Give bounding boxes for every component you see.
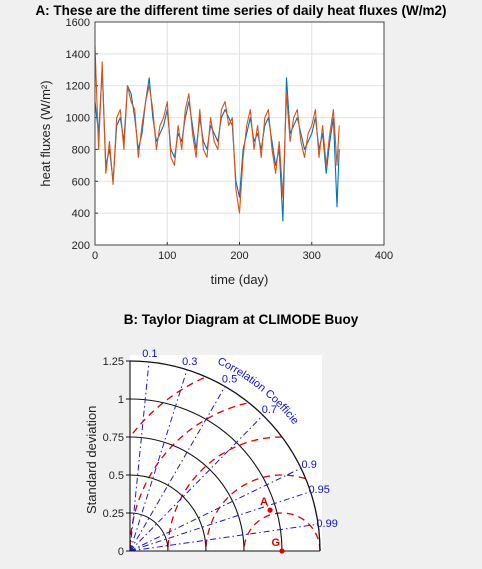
correlation-tick-label: 0.3 xyxy=(182,356,197,368)
x-tick-label: 0 xyxy=(92,250,98,262)
y-tick-label: 1400 xyxy=(66,49,90,61)
correlation-ray xyxy=(129,361,150,552)
std-tick-label: 0.5 xyxy=(109,470,124,482)
x-tick-label: 200 xyxy=(230,250,248,262)
y-tick-label: 1600 xyxy=(66,17,90,29)
correlation-ray xyxy=(129,369,188,552)
std-arc xyxy=(129,474,207,552)
std-arc xyxy=(129,398,283,552)
y-tick-label: 800 xyxy=(72,144,90,156)
std-tick-label: 1 xyxy=(118,394,124,406)
std-axis-label: Standard deviation xyxy=(84,406,99,514)
correlation-tick-label: 0.7 xyxy=(262,404,277,416)
series-line-1 xyxy=(94,45,340,214)
std-arc xyxy=(129,360,321,552)
y-tick-label: 1200 xyxy=(66,81,90,93)
rms-contour xyxy=(129,402,247,551)
correlation-ray xyxy=(129,414,264,552)
taylor-point-label: G xyxy=(271,537,280,549)
correlation-ray xyxy=(129,386,226,552)
correlation-tick-label: 0.1 xyxy=(142,348,157,360)
chart-b-title: B: Taylor Diagram at CLIMODE Buoy xyxy=(123,312,359,327)
correlation-tick-label: 0.9 xyxy=(302,459,317,471)
x-tick-label: 400 xyxy=(375,250,393,262)
std-tick-label: 1.25 xyxy=(103,356,124,368)
rms-contour xyxy=(129,377,205,438)
y-tick-label: 1000 xyxy=(66,113,90,125)
x-axis-label: time (day) xyxy=(211,272,269,287)
correlation-ray xyxy=(129,523,319,552)
y-tick-label: 400 xyxy=(72,208,90,220)
y-tick-label: 600 xyxy=(72,176,90,188)
std-tick-label: 0.75 xyxy=(103,432,124,444)
std-arc xyxy=(129,436,245,552)
x-tick-label: 100 xyxy=(158,250,176,262)
plot-frame xyxy=(94,21,385,246)
x-tick-label: 300 xyxy=(303,250,321,262)
correlation-tick-label: 0.5 xyxy=(222,374,237,386)
rms-contour xyxy=(167,436,282,551)
correlation-tick-label: 0.95 xyxy=(308,484,329,496)
timeseries-chart: 0 100 200 300 400 200 400 600 800 1000 1200 1400 160… xyxy=(38,17,393,287)
correlation-ray xyxy=(129,491,311,552)
y-axis-label: heat fluxes (W/m²) xyxy=(38,80,53,186)
correlation-tick-label: 0.99 xyxy=(316,518,337,530)
chart-a-title: A: These are the different time series o… xyxy=(35,3,447,18)
rms-contour xyxy=(243,512,321,551)
taylor-point-A xyxy=(267,507,273,513)
correlation-ray xyxy=(129,467,302,552)
taylor-point-label: A xyxy=(260,496,268,508)
std-arc xyxy=(129,512,169,552)
y-tick-label: 200 xyxy=(72,240,90,252)
std-tick-label: 0.25 xyxy=(103,508,124,520)
std-tick-label: 0 xyxy=(118,546,124,558)
taylor-point-G xyxy=(279,548,285,554)
